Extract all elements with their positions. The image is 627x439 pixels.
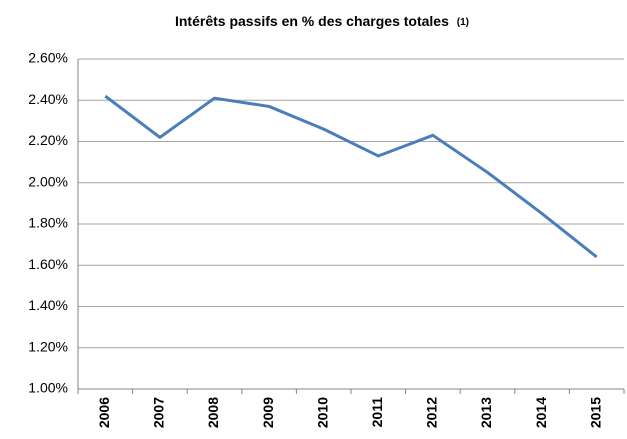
y-tick-label: 2.60% [28,50,68,66]
x-tick-label: 2012 [424,397,440,428]
line-series [104,94,598,259]
y-tick-label: 1.80% [28,215,68,231]
x-tick-label: 2009 [260,397,276,428]
x-tick-label: 2011 [369,397,385,428]
chart-title-group: Intérêts passifs en % des charges totale… [175,13,469,29]
x-tick-label: 2010 [314,397,330,428]
y-tick-label: 2.40% [28,91,68,107]
y-tick-label: 1.40% [28,297,68,313]
y-tick-label: 1.00% [28,380,68,396]
x-tick-label: 2014 [533,397,549,428]
x-tick-label: 2013 [478,397,494,428]
y-tick-label: 1.20% [28,338,68,354]
title-note: (1) [457,17,469,28]
x-tick-label: 2007 [151,397,167,428]
x-tick-label: 2006 [96,397,112,428]
y-tick-label: 2.00% [28,173,68,189]
x-tick-label: 2008 [205,397,221,428]
chart-title: Intérêts passifs en % des charges totale… [175,13,449,29]
x-tick-label: 2015 [587,397,603,428]
y-tick-label: 1.60% [28,256,68,272]
y-tick-label: 2.20% [28,132,68,148]
